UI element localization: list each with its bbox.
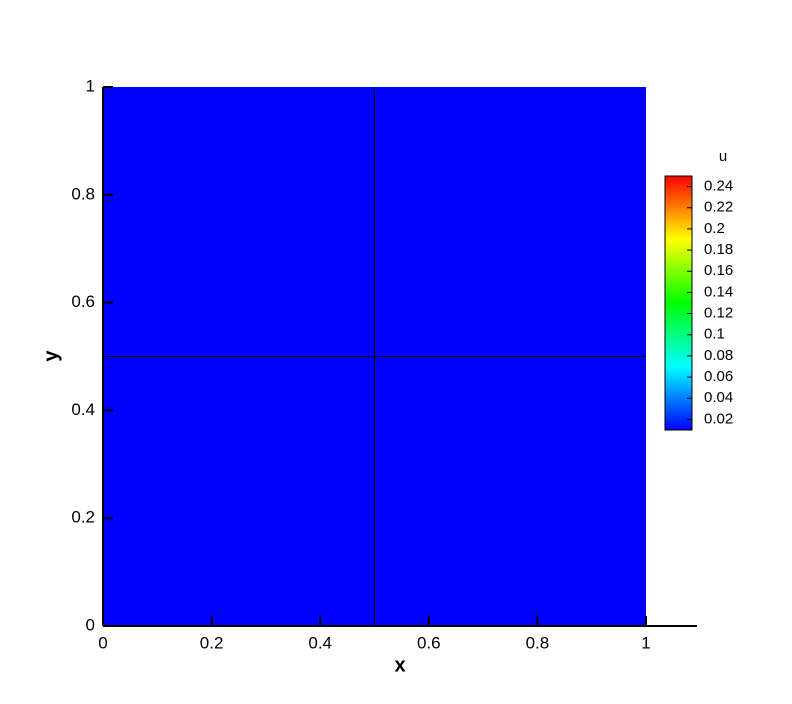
colorbar-title: u: [719, 148, 727, 165]
colorbar: [664, 175, 693, 431]
x-tick-label: 0: [98, 633, 107, 652]
colorbar-tick-label: 0.12: [704, 305, 733, 322]
colorbar-tick-label: 0.06: [704, 368, 733, 385]
x-tick-label: 1: [641, 633, 650, 652]
colorbar-tick-label: 0.22: [704, 199, 733, 216]
x-tick-label: 0.2: [200, 633, 224, 652]
colorbar-tick-label: 0.08: [704, 347, 733, 364]
colorbar-tick-label: 0.1: [704, 326, 725, 343]
colorbar-tick-label: 0.14: [704, 283, 733, 300]
y-tick-label: 0.6: [71, 292, 95, 311]
x-tick-label: 0.8: [526, 633, 550, 652]
y-tick-label: 1: [86, 76, 95, 95]
y-tick-label: 0.2: [71, 508, 95, 527]
x-tick-label: 0.4: [308, 633, 332, 652]
colorbar-tick-label: 0.16: [704, 262, 733, 279]
colorbar-tick-label: 0.18: [704, 241, 733, 258]
colorbar-tick-label: 0.04: [704, 389, 733, 406]
y-tick-label: 0.4: [71, 400, 95, 419]
colorbar-tick-label: 0.2: [704, 220, 725, 237]
y-tick-label: 0: [86, 615, 95, 634]
colorbar-tick-label: 0.02: [704, 410, 733, 427]
x-axis-label: x: [394, 654, 405, 676]
y-axis-label: y: [40, 350, 62, 362]
colorbar-tick-label: 0.24: [704, 178, 733, 195]
y-tick-label: 0.8: [71, 184, 95, 203]
x-tick-label: 0.6: [417, 633, 441, 652]
